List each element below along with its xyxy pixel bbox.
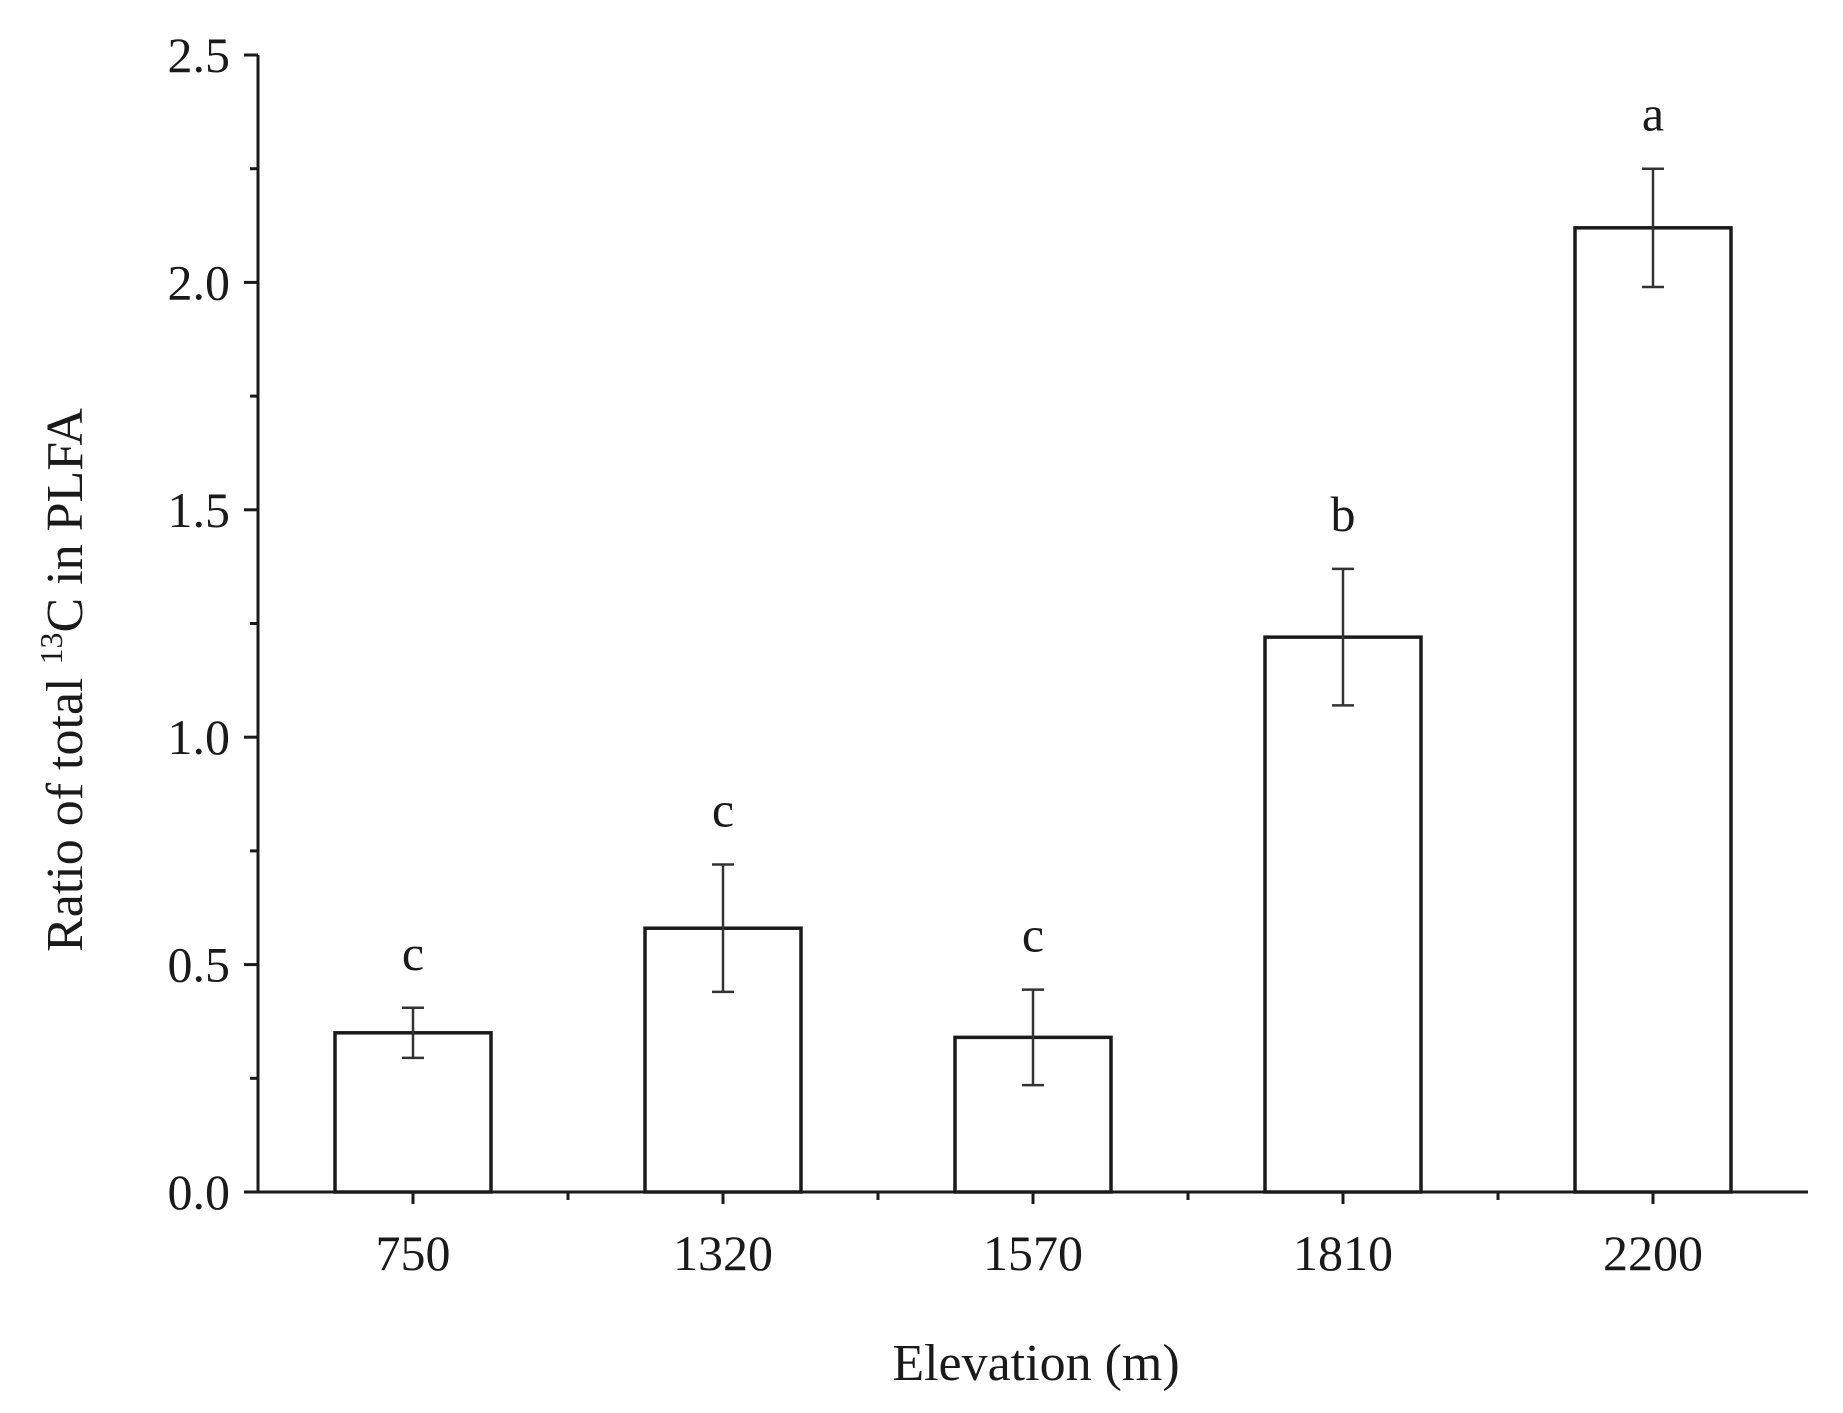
significance-letter-750: c bbox=[402, 925, 424, 981]
significance-letters-layer: c c c b a bbox=[402, 86, 1664, 981]
bar-2200 bbox=[1573, 226, 1733, 1194]
y-tick-label-0.0: 0.0 bbox=[168, 1164, 231, 1220]
x-tick-label-1570: 1570 bbox=[983, 1225, 1083, 1281]
x-tick-label-2200: 2200 bbox=[1603, 1225, 1703, 1281]
error-bars-layer bbox=[402, 167, 1664, 1087]
y-tick-label-1.5: 1.5 bbox=[168, 482, 231, 538]
x-tick-label-1320: 1320 bbox=[673, 1225, 773, 1281]
x-tick-label-1810: 1810 bbox=[1293, 1225, 1393, 1281]
y-tick-label-2.0: 2.0 bbox=[168, 254, 231, 310]
x-tick-label-750: 750 bbox=[376, 1225, 451, 1281]
significance-letter-1810: b bbox=[1331, 486, 1356, 542]
significance-letter-2200: a bbox=[1642, 86, 1664, 142]
y-axis-title: Ratio of total 13C in PLFA bbox=[33, 408, 94, 952]
y-tick-label-2.5: 2.5 bbox=[168, 27, 231, 83]
y-tick-label-1.0: 1.0 bbox=[168, 709, 231, 765]
y-axis-title-suffix: C in PLFA bbox=[37, 408, 94, 633]
y-tick-label-0.5: 0.5 bbox=[168, 937, 231, 993]
x-axis-title: Elevation (m) bbox=[892, 1335, 1179, 1392]
bar-750 bbox=[333, 1031, 493, 1194]
y-ticks-layer: 0.0 0.5 1.0 1.5 2.0 2.5 bbox=[168, 27, 258, 1220]
y-axis-title-prefix: Ratio of total bbox=[37, 665, 94, 952]
significance-letter-1570: c bbox=[1022, 907, 1044, 963]
bar-1810 bbox=[1263, 635, 1423, 1194]
significance-letter-1320: c bbox=[712, 782, 734, 838]
y-axis-title-superscript: 13 bbox=[33, 633, 69, 665]
x-ticks-layer: 750 1320 1570 1810 2200 bbox=[376, 1192, 1703, 1281]
